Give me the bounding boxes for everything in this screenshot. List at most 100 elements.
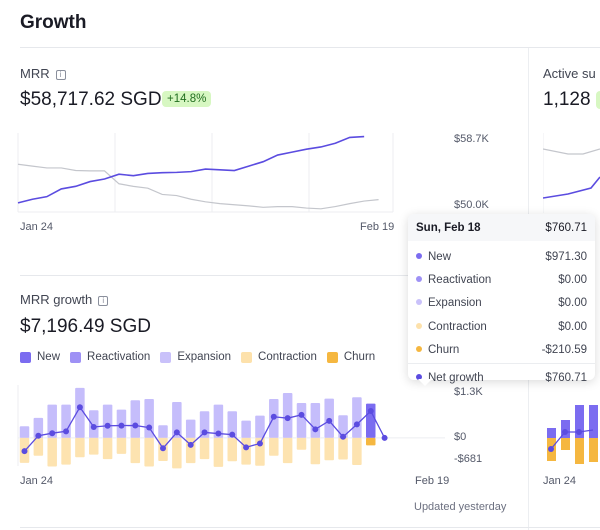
bar-positive [33, 417, 44, 438]
net-dot [562, 429, 568, 435]
net-growth-dot [284, 415, 291, 422]
net-growth-dot [326, 417, 333, 424]
tooltip-row-net: Net growth $760.71 [408, 366, 595, 389]
tooltip-date: Sun, Feb 18 [416, 221, 481, 234]
active-prev-line [543, 148, 600, 155]
active-chart[interactable] [543, 125, 600, 220]
growth-x-end: Feb 19 [415, 475, 450, 487]
tooltip-row-label: Expansion [428, 297, 482, 310]
mrr-chart[interactable] [0, 125, 400, 220]
net-growth-dot [21, 448, 28, 455]
bar-negative [89, 437, 99, 455]
bar-positive [213, 404, 224, 438]
bar-negative [75, 437, 85, 458]
bar-negative [227, 437, 237, 462]
bar-negative [352, 437, 362, 466]
bar-negative [47, 437, 57, 467]
bar-negative [241, 437, 251, 465]
bar-positive [255, 415, 265, 438]
legend-item-expansion[interactable]: Expansion [160, 351, 231, 363]
active-change-badge [596, 91, 600, 109]
net-growth-dot [76, 404, 83, 411]
divider [20, 275, 520, 276]
tooltip-row: Reactivation $0.00 [408, 268, 595, 291]
series-dot-icon [416, 345, 422, 352]
legend-item-churn[interactable]: Churn [326, 351, 376, 363]
bar [589, 438, 598, 462]
net-growth-dot [132, 422, 139, 429]
mrr-line-previous [17, 163, 379, 210]
net-growth-dot [381, 434, 388, 441]
net-dot-icon [416, 374, 422, 381]
tooltip-row-value: -$210.59 [541, 343, 587, 356]
tooltip-row: Contraction $0.00 [408, 315, 595, 338]
tooltip-row-label: Contraction [428, 320, 487, 333]
bar-positive [172, 401, 182, 438]
bar-positive [102, 404, 113, 438]
net-growth-dot [243, 444, 250, 451]
growth-legend: New Reactivation Expansion Contraction Churn [20, 351, 375, 363]
tooltip-header: Sun, Feb 18 $760.71 [408, 214, 595, 241]
bar [589, 405, 598, 438]
page-title: Growth [20, 12, 87, 33]
legend-item-contraction[interactable]: Contraction [241, 351, 317, 363]
net-growth-dot [270, 413, 277, 420]
legend-label: Reactivation [87, 351, 151, 363]
active-value: 1,128 [543, 89, 591, 110]
bar-negative [102, 437, 113, 460]
series-dot-icon [416, 252, 422, 259]
bar-negative [144, 437, 154, 467]
legend-item-reactivation[interactable]: Reactivation [70, 351, 150, 363]
tooltip-net-value: $760.71 [545, 372, 587, 385]
legend-swatch [160, 351, 172, 363]
chart-tooltip: Sun, Feb 18 $760.71 New $971.30 Reactivatio… [408, 214, 595, 386]
net-growth-dot [229, 431, 236, 438]
net-growth-dot [353, 421, 360, 428]
series-dot-icon [416, 322, 422, 329]
bar [575, 405, 584, 438]
updated-text: Updated yesterday [414, 501, 507, 513]
bar-negative [33, 437, 44, 456]
tooltip-row: Expansion $0.00 [408, 292, 595, 315]
net-growth-dot [340, 433, 347, 440]
net-growth-dot [201, 429, 208, 436]
tooltip-row-value: $0.00 [558, 297, 587, 310]
bar-positive [185, 419, 196, 438]
mrr-x-end: Feb 19 [360, 221, 395, 233]
legend-label: Churn [343, 351, 376, 363]
bar-negative [296, 437, 307, 450]
legend-item-new[interactable]: New [20, 351, 60, 363]
active-label[interactable]: Active su [543, 66, 596, 81]
net-line [550, 429, 594, 450]
mrr-label[interactable]: MRR i [20, 66, 66, 81]
active-x-start: Jan 24 [543, 475, 577, 487]
divider [408, 363, 595, 365]
net-growth-dot [104, 422, 111, 429]
bar-negative [116, 437, 127, 454]
growth-chart[interactable] [0, 380, 460, 475]
tooltip-row-value: $0.00 [558, 320, 587, 333]
bar-negative [310, 437, 321, 465]
legend-label: New [37, 351, 61, 363]
active-growth-chart[interactable] [543, 380, 600, 475]
info-icon[interactable]: i [55, 70, 66, 80]
net-growth-dot [312, 426, 319, 433]
bar-positive [241, 420, 251, 438]
mrr-change-badge: +14.8% [162, 91, 212, 107]
growth-ytick-max: $1.3K [454, 386, 483, 398]
bar-negative [282, 437, 293, 464]
series-dot-icon [416, 299, 422, 306]
bar-negative [172, 437, 182, 469]
tooltip-row-value: $971.30 [545, 250, 587, 263]
bar-negative [324, 437, 334, 461]
bar-negative [213, 437, 224, 467]
info-icon[interactable]: i [98, 296, 109, 306]
net-growth-dot [90, 423, 97, 430]
legend-swatch [20, 351, 31, 363]
growth-x-start: Jan 24 [20, 475, 54, 487]
net-growth-dot [49, 430, 56, 437]
growth-value: $7,196.49 SGD [20, 316, 151, 337]
bar-negative [61, 437, 71, 465]
growth-label[interactable]: MRR growth i [20, 292, 109, 307]
growth-ytick-min: -$681 [454, 453, 483, 465]
